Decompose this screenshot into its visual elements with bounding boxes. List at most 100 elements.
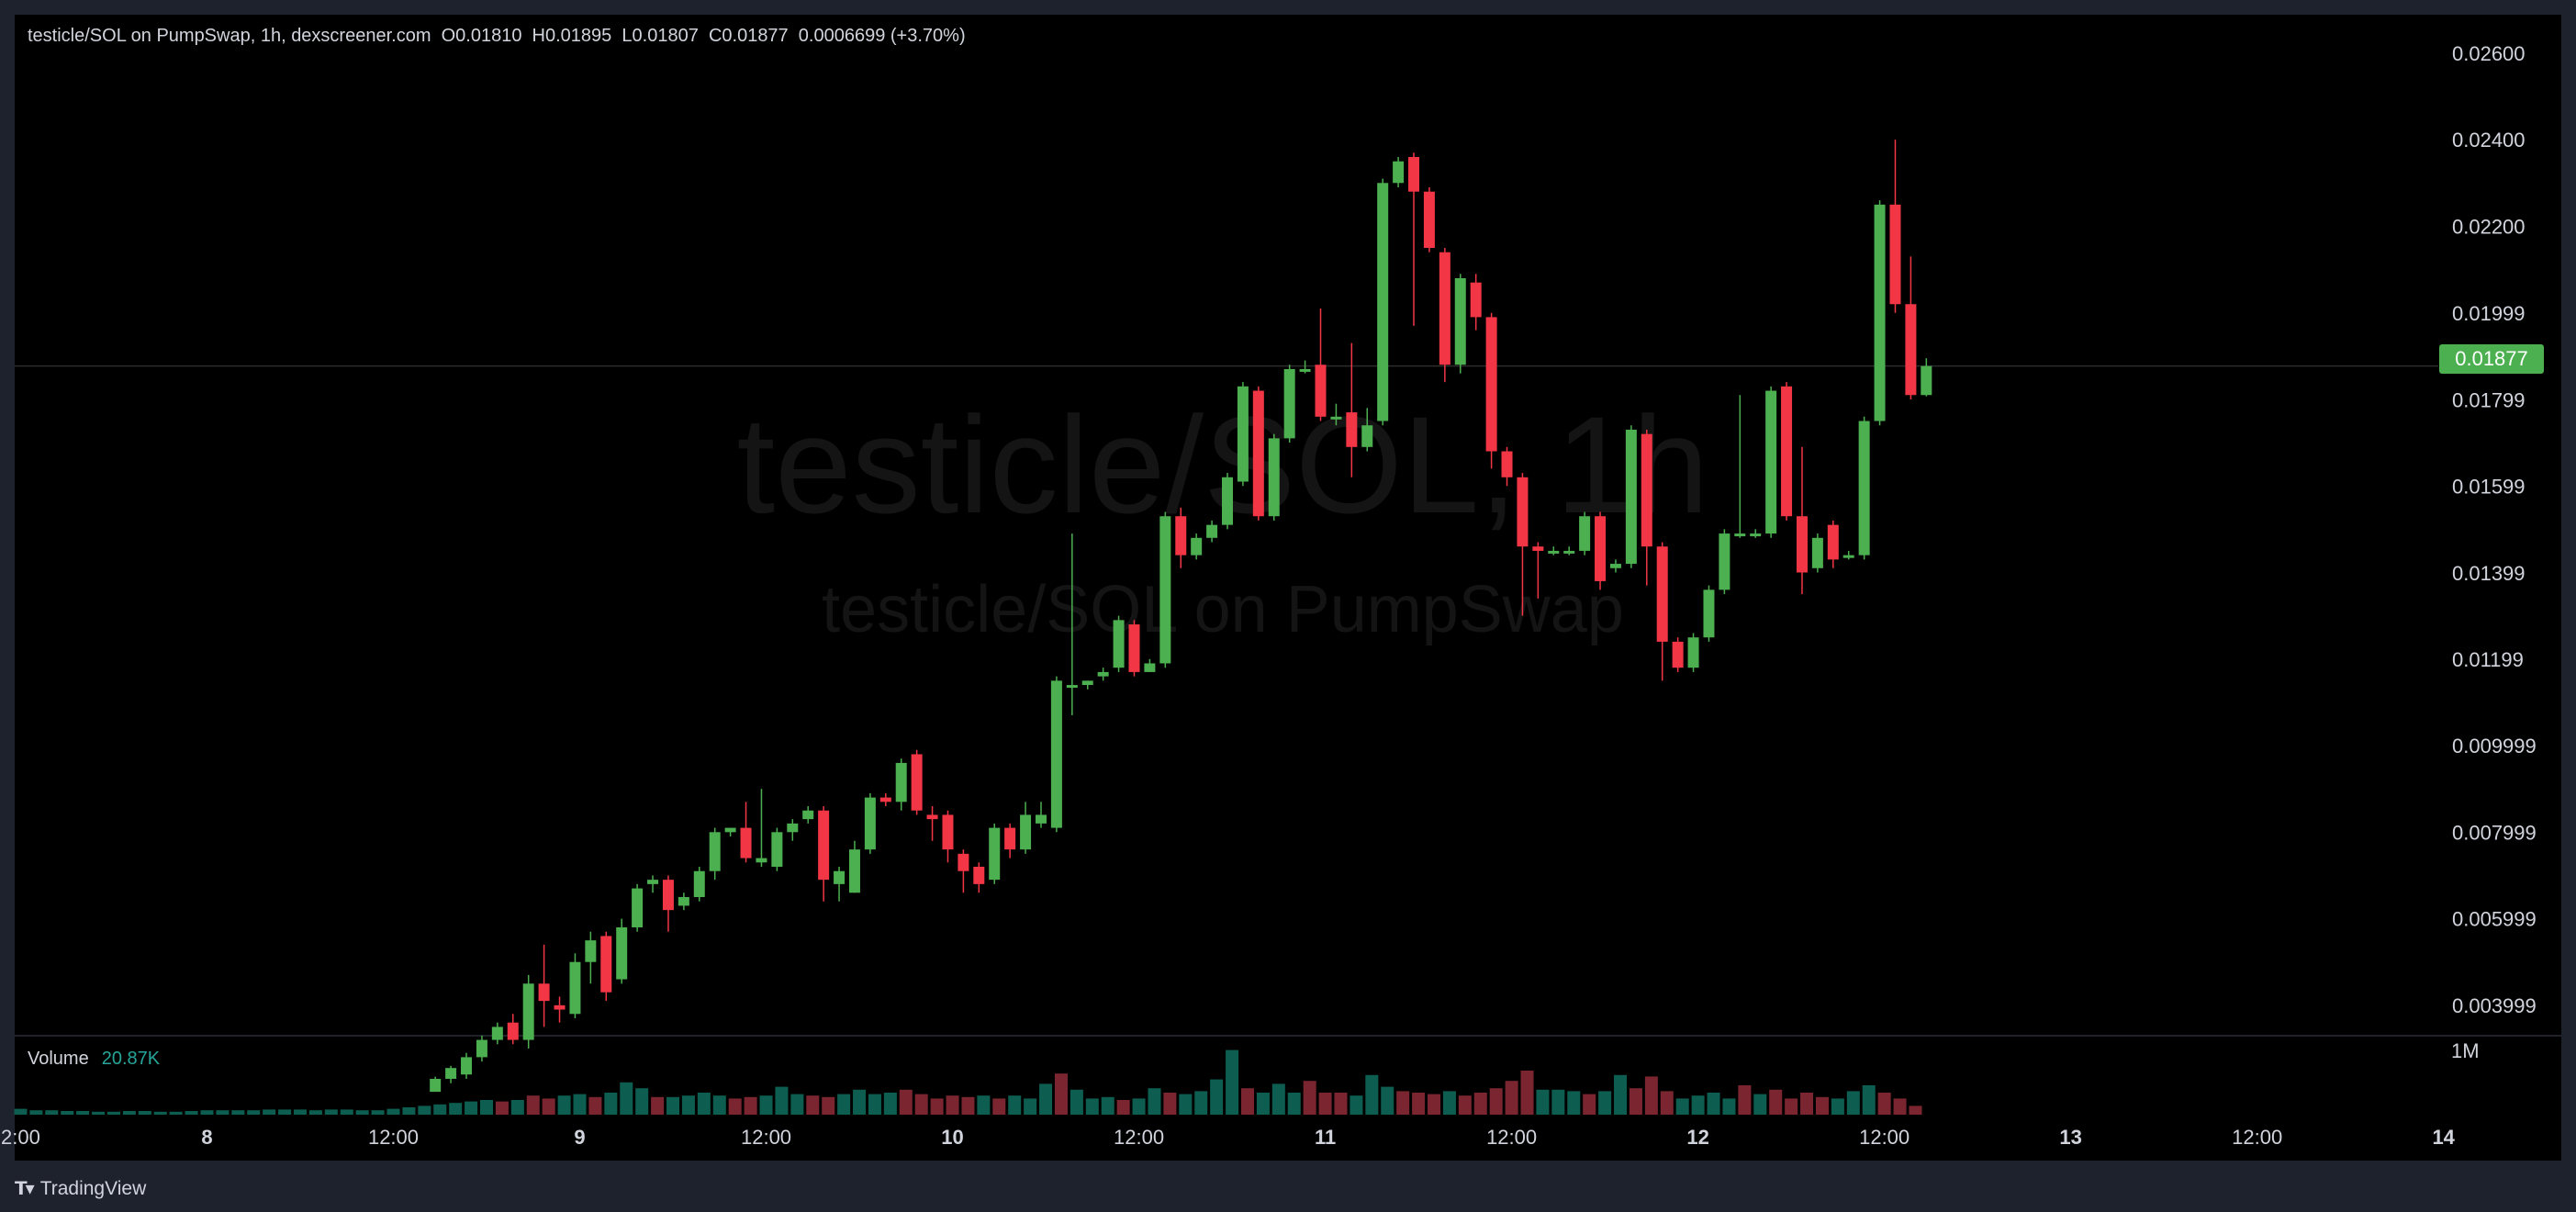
- volume-bar: [1008, 1095, 1022, 1115]
- candle-body: [1656, 546, 1668, 642]
- volume-bar: [1505, 1081, 1518, 1115]
- candle-body: [1020, 814, 1032, 850]
- candle-body: [1719, 533, 1730, 590]
- volume-bars: [14, 1049, 1922, 1115]
- candle-body: [1206, 524, 1218, 538]
- volume-bar: [465, 1101, 478, 1115]
- x-tick-label: 8: [201, 1126, 212, 1149]
- candle-body: [1532, 546, 1544, 551]
- footer: 𝗧▾ TradingView: [15, 1177, 146, 1200]
- candle-body: [1796, 516, 1808, 573]
- candle-body: [1035, 814, 1047, 824]
- candle-body: [1595, 516, 1607, 581]
- candle-body: [1517, 477, 1529, 547]
- volume-bar: [930, 1098, 944, 1115]
- volume-bar: [1567, 1091, 1581, 1115]
- volume-bar: [14, 1108, 28, 1115]
- volume-bar: [1458, 1095, 1472, 1115]
- candle-body: [942, 814, 954, 850]
- volume-bar: [1226, 1049, 1239, 1115]
- volume-bar: [1256, 1093, 1270, 1115]
- candle-body: [1439, 252, 1450, 365]
- x-tick-label: 12:00: [368, 1126, 419, 1149]
- candle-body: [476, 1039, 487, 1058]
- y-tick-label: 0.01199: [2452, 648, 2524, 671]
- volume-bar: [635, 1088, 649, 1115]
- volume-bar: [1334, 1093, 1348, 1115]
- volume-bar: [977, 1095, 991, 1115]
- candle-body: [1113, 620, 1125, 668]
- candle-body: [507, 1022, 519, 1040]
- candle-body: [554, 1004, 566, 1010]
- time-axis[interactable]: 2:00 8 12:00 9 12:00 10 12:00 11 12:00 12 12:00 13 1…: [1, 1126, 2456, 1149]
- candle-body: [1687, 637, 1699, 668]
- volume-bar: [728, 1098, 742, 1115]
- candle-body: [1144, 663, 1156, 672]
- volume-bar: [278, 1109, 292, 1115]
- chart-frame[interactable]: [15, 15, 2561, 1161]
- volume-bar: [1070, 1089, 1083, 1115]
- volume-bar: [371, 1110, 385, 1115]
- candle-body: [1330, 416, 1342, 420]
- volume-label: Volume: [28, 1049, 89, 1069]
- price-axis[interactable]: 0.02600 0.02400 0.02200 0.01999 0.01799 0.015…: [2452, 42, 2537, 1017]
- volume-bar: [418, 1105, 431, 1115]
- x-tick-label: 10: [941, 1126, 963, 1149]
- candle-body: [1191, 537, 1203, 556]
- volume-bar: [1428, 1094, 1441, 1115]
- volume-bar: [620, 1082, 633, 1115]
- tradingview-brand[interactable]: TradingView: [39, 1177, 147, 1199]
- volume-bar: [1520, 1071, 1534, 1115]
- volume-bar: [775, 1086, 789, 1115]
- x-tick-label: 12: [1686, 1126, 1708, 1149]
- candle-body: [1672, 641, 1684, 668]
- volume-bar: [1551, 1089, 1565, 1115]
- volume-bar: [386, 1108, 400, 1115]
- volume-bar: [806, 1095, 820, 1115]
- candle-body: [430, 1078, 442, 1093]
- candle-body: [973, 867, 985, 884]
- y-tick-label: 0.01799: [2452, 388, 2526, 411]
- y-tick-label: 0.02600: [2452, 42, 2526, 65]
- candle-body: [895, 762, 907, 802]
- candle-body: [1781, 386, 1793, 517]
- volume-bar: [45, 1110, 59, 1115]
- y-tick-label: 0.02400: [2452, 129, 2526, 152]
- candle-body: [1765, 390, 1777, 534]
- candle-body: [1734, 533, 1746, 537]
- candle-body: [1921, 365, 1932, 396]
- candle-body: [1905, 304, 1917, 396]
- candle-body: [616, 927, 628, 980]
- volume-bar: [1318, 1093, 1332, 1115]
- volume-bar: [961, 1096, 975, 1115]
- volume-bar: [868, 1094, 881, 1115]
- candle-body: [1050, 680, 1062, 828]
- volume-bar: [231, 1110, 245, 1115]
- candle-body: [569, 961, 581, 1015]
- volume-bar: [666, 1096, 680, 1115]
- volume-bar: [1054, 1073, 1068, 1115]
- volume-bar: [247, 1110, 261, 1115]
- volume-bar: [1846, 1091, 1860, 1115]
- volume-bar: [1831, 1098, 1844, 1115]
- watermark: testicle/SOL, 1h testicle/SOL on PumpSwa…: [737, 387, 1709, 646]
- volume-bar: [1877, 1093, 1891, 1115]
- candle-body: [585, 940, 597, 962]
- candle-body: [491, 1027, 503, 1040]
- volume-bar: [1116, 1100, 1130, 1115]
- candle-body: [1175, 516, 1187, 556]
- volume-bar: [76, 1111, 90, 1115]
- candle-body: [1811, 537, 1823, 568]
- candle-body: [1393, 161, 1405, 184]
- candle-body: [724, 827, 736, 833]
- candle-body: [848, 849, 860, 893]
- candle-body: [1874, 204, 1886, 421]
- candle-body: [1750, 533, 1762, 537]
- candle-body: [538, 983, 550, 1002]
- y-tick-label: 0.01599: [2452, 476, 2526, 499]
- candle-body: [1128, 624, 1140, 672]
- tradingview-logo-icon[interactable]: 𝗧▾: [15, 1179, 35, 1199]
- volume-bar: [1179, 1094, 1193, 1115]
- candle-body: [1066, 685, 1078, 689]
